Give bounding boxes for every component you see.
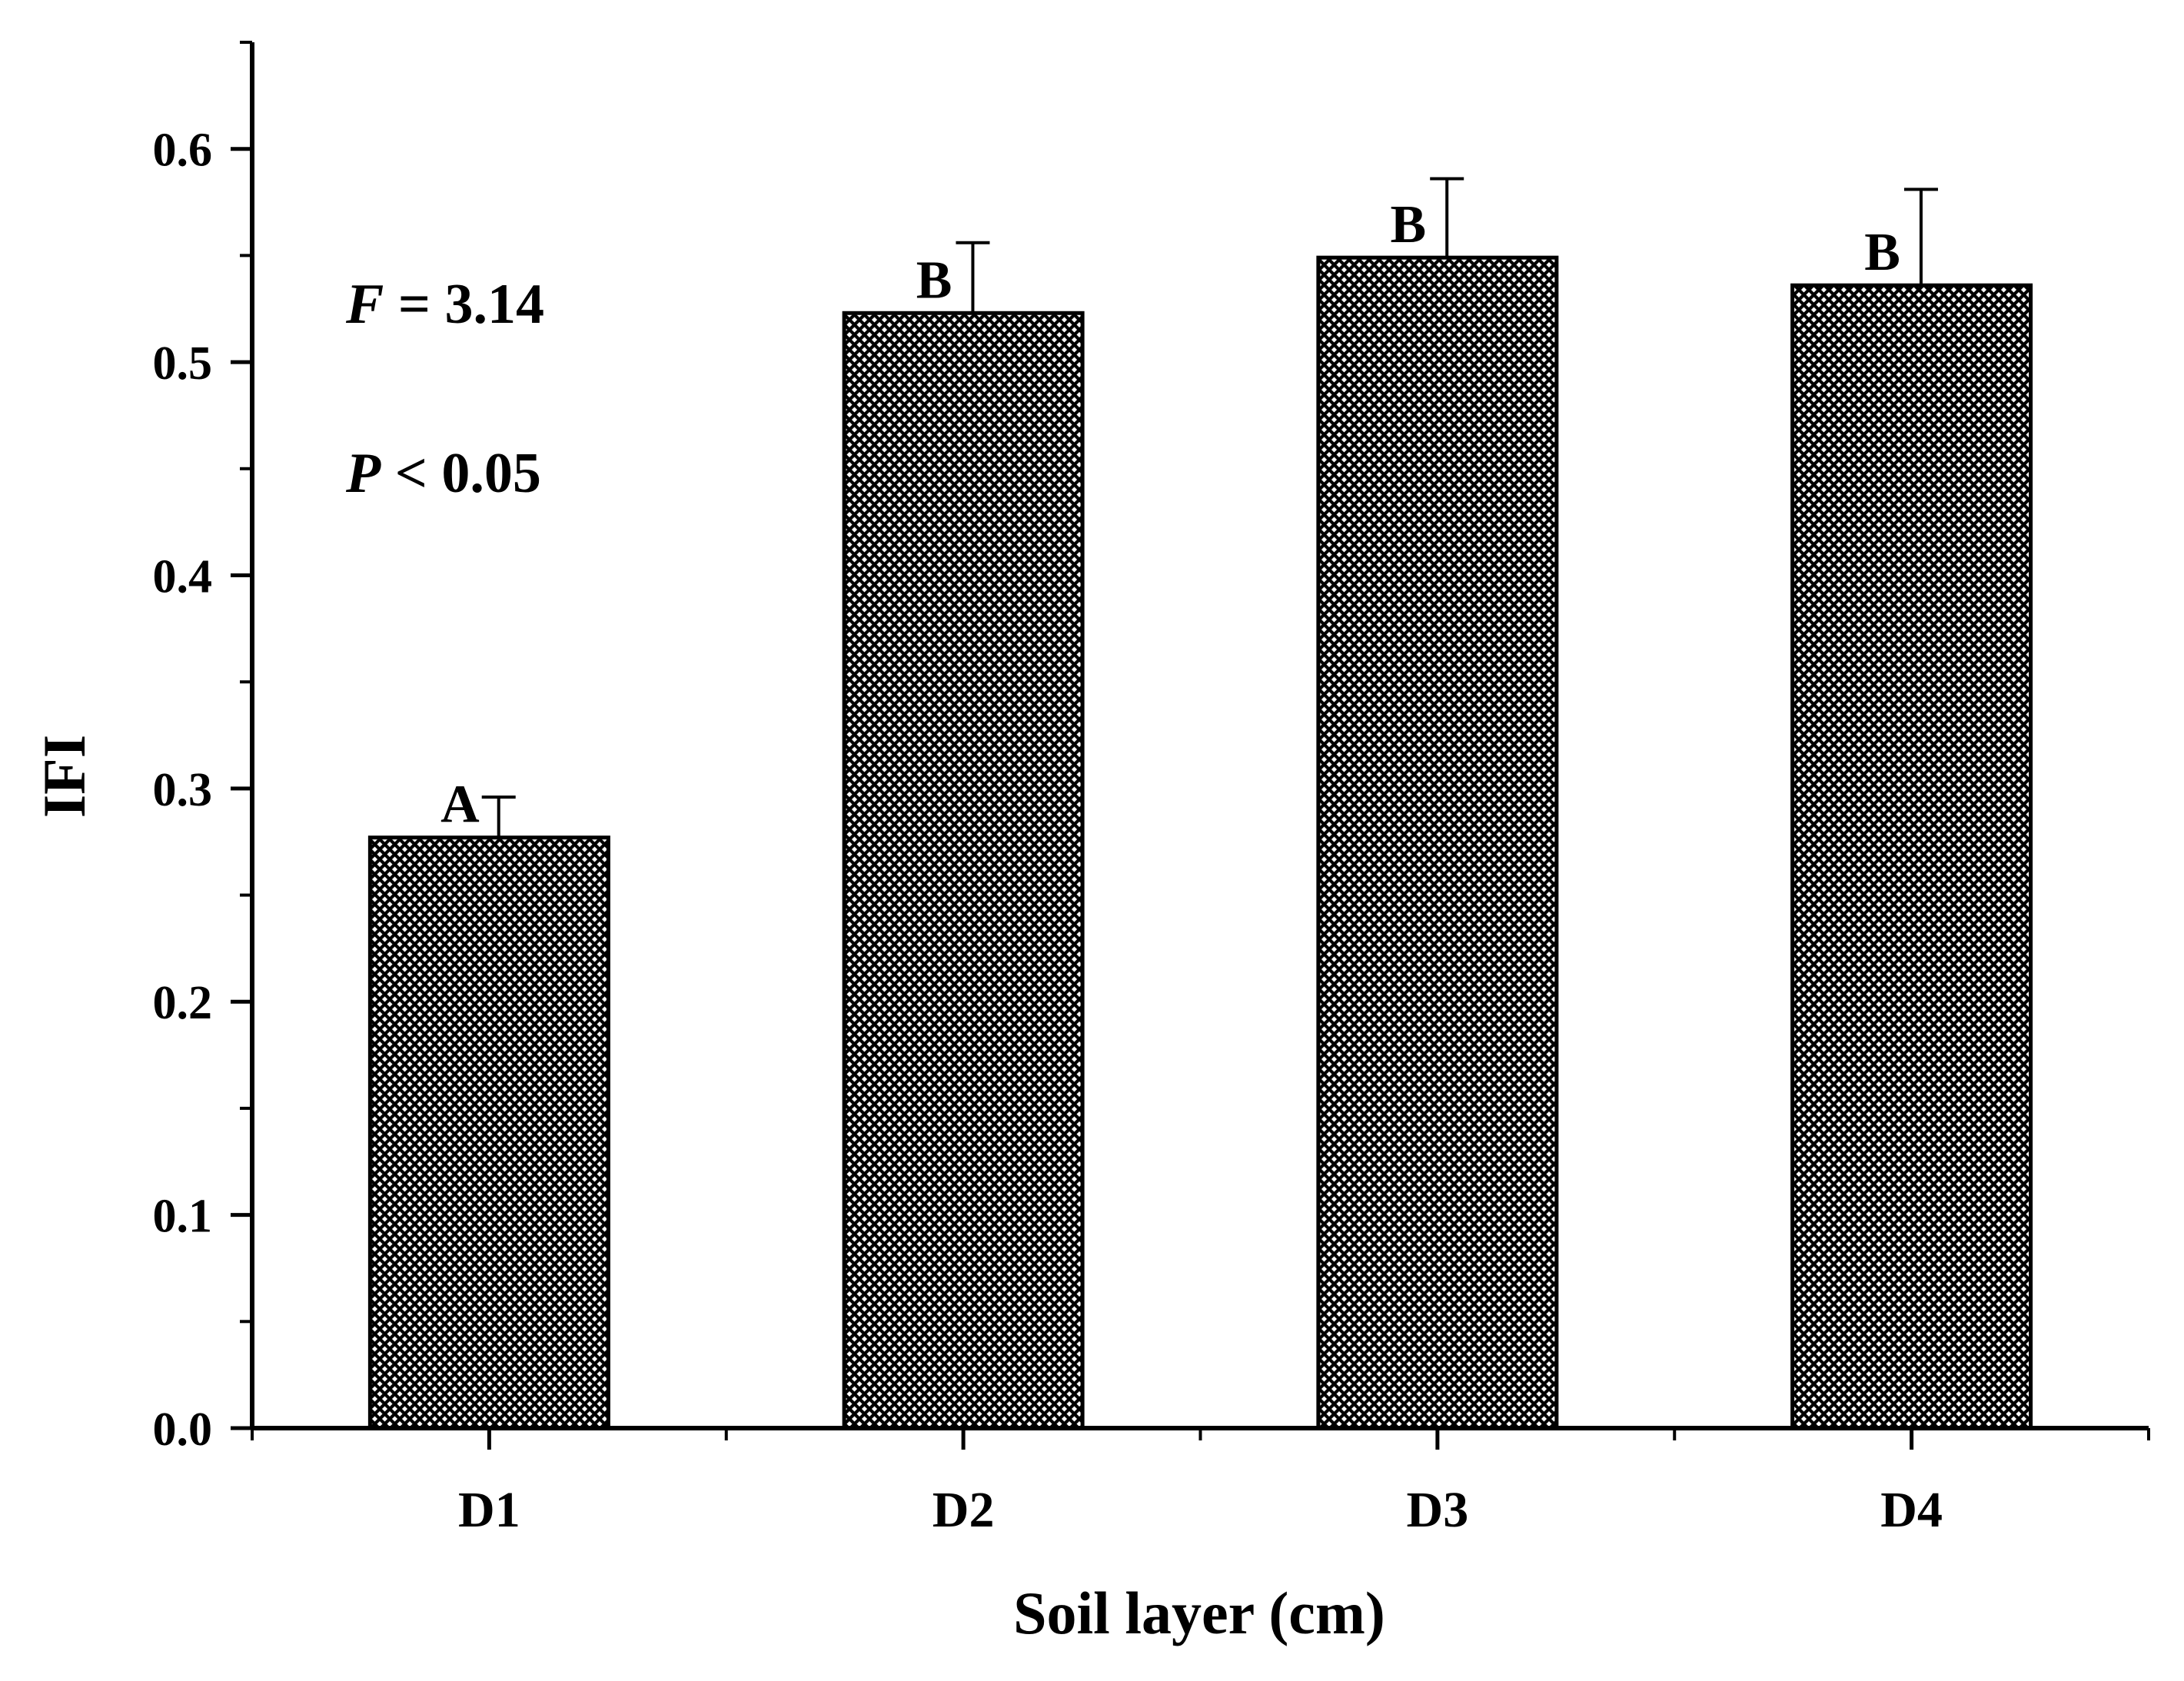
f-symbol: F [345, 273, 384, 336]
significance-letter-d1: A [440, 776, 480, 835]
y-tick-label: 0.4 [153, 550, 213, 603]
significance-letter-d2: B [916, 251, 952, 310]
p-symbol: P [345, 442, 381, 505]
x-tick-label-d4: D4 [1880, 1482, 1943, 1538]
y-tick-label: 0.1 [153, 1191, 213, 1243]
bars-layer [367, 255, 2033, 1430]
y-axis-title: IFI [31, 735, 98, 818]
f-value: = 3.14 [384, 273, 544, 336]
bar-d4 [1790, 283, 2033, 1430]
x-tick-label-d2: D2 [932, 1482, 995, 1538]
stat-f-annotation: F = 3.14 [345, 273, 544, 336]
significance-letter-d3: B [1391, 195, 1427, 254]
significance-letter-d4: B [1864, 223, 1900, 282]
y-tick-label: 0.2 [153, 977, 213, 1029]
x-tick-label-d3: D3 [1407, 1482, 1469, 1538]
bar-d1 [367, 836, 610, 1430]
error-bars-layer [481, 177, 1938, 838]
x-tick-label-d1: D1 [458, 1482, 520, 1538]
y-tick-label: 0.3 [153, 764, 213, 816]
bar-d3 [1316, 255, 1559, 1430]
y-tick-label: 0.0 [153, 1404, 213, 1456]
significance-letters-layer: A B B B [440, 195, 1900, 834]
x-axis-title: Soil layer (cm) [1013, 1580, 1385, 1646]
y-tick-label: 0.6 [153, 125, 213, 177]
stat-p-annotation: P < 0.05 [345, 442, 541, 505]
p-value: < 0.05 [381, 442, 541, 505]
y-tick-label: 0.5 [153, 337, 213, 390]
bar-d2 [842, 311, 1085, 1430]
ticks-layer: D1 D2 D3 D4 0.0 0.1 0.2 0.3 0.4 0.5 0.6 [153, 41, 2150, 1538]
